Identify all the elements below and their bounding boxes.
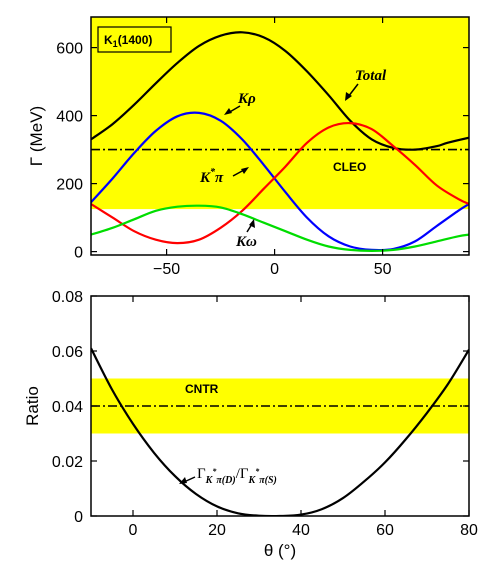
top-series-k	[91, 111, 469, 252]
particle-label-box: K1(1400)	[97, 26, 172, 53]
kstarpi-sup: *	[210, 167, 216, 178]
svg-text:K1(1400): K1(1400)	[104, 33, 152, 49]
top-series-group	[91, 31, 469, 253]
ratio-slash: /Γ	[236, 466, 249, 482]
ratio-gamma-1: Γ	[197, 466, 206, 482]
ratio-sup-1: *	[212, 467, 217, 476]
top-y-tick-label: 400	[56, 109, 83, 126]
krho-annotation: Kρ	[237, 91, 256, 107]
bottom-panel: 0 20 40 60 80 00.020.040.060.08 CNTR ΓK*π(D)…	[23, 289, 478, 560]
ratio-sup-2: *	[255, 467, 260, 476]
bottom-y-tick-label: 0	[74, 509, 83, 526]
bottom-series-k-d-k-s	[91, 347, 469, 516]
particle-label-main: K	[104, 33, 113, 47]
top-y-tick-label: 600	[56, 41, 83, 58]
top-x-tick-label: −50	[153, 261, 180, 278]
particle-label-sub: 1	[113, 39, 118, 49]
bottom-x-axis: 0 20 40 60 80	[129, 296, 478, 539]
top-plot-frame	[90, 16, 470, 256]
komega-annotation: Kω	[235, 234, 257, 250]
ratio-sub-1-tail: π(D)	[216, 475, 235, 486]
bottom-x-tick-label: 0	[129, 522, 138, 539]
bottom-y-tick-label: 0.08	[52, 289, 83, 306]
top-y-tick-label: 0	[74, 245, 83, 262]
bottom-y-axis: 0 0.02 0.04 0.06 0.08	[52, 289, 469, 526]
bottom-y-axis-title: Ratio	[23, 386, 42, 426]
total-annotation: Total	[355, 68, 387, 84]
bottom-series-group	[91, 347, 469, 516]
bottom-y-tick-label: 0.06	[52, 344, 83, 361]
kstarpi-base: K	[199, 170, 211, 186]
ratio-sub-1: K	[205, 475, 214, 486]
kstarpi-arrowhead	[241, 167, 249, 174]
ratio-annotation: ΓK*π(D)/ΓK*π(S)	[197, 466, 277, 486]
top-y-axis-title: Γ (MeV)	[27, 106, 46, 166]
top-series-k	[91, 121, 469, 245]
bottom-x-tick-label: 60	[376, 522, 394, 539]
komega-arrowhead	[249, 219, 255, 228]
cntr-band-label: CNTR	[185, 382, 219, 396]
bottom-x-axis-title: θ (°)	[264, 541, 296, 560]
bottom-x-tick-label: 40	[292, 522, 310, 539]
krho-arrowhead	[224, 108, 232, 115]
ratio-sub-2-tail: π(S)	[259, 475, 277, 486]
top-y-tick-label: 200	[56, 177, 83, 194]
top-series-total	[91, 31, 469, 151]
top-x-tick-label: 0	[270, 261, 279, 278]
bottom-x-tick-label: 80	[460, 522, 478, 539]
top-x-tick-label: 50	[374, 261, 392, 278]
top-y-axis: 0 200 400 600	[56, 41, 469, 262]
bottom-y-tick-label: 0.02	[52, 454, 83, 471]
top-series-k	[91, 204, 469, 253]
top-x-axis: −50 0 50	[153, 17, 392, 278]
ratio-arrowhead	[179, 477, 187, 484]
total-arrowhead	[345, 92, 352, 101]
bottom-x-tick-label: 20	[208, 522, 226, 539]
kstarpi-tail: π	[215, 170, 224, 186]
bottom-y-tick-label: 0.04	[52, 399, 83, 416]
ratio-sub-2: K	[248, 475, 257, 486]
kstarpi-annotation: K*π	[199, 167, 224, 186]
particle-label-tail: (1400)	[118, 33, 153, 47]
cleo-band-label: CLEO	[333, 160, 366, 174]
kstarpi-arrow	[232, 169, 245, 177]
